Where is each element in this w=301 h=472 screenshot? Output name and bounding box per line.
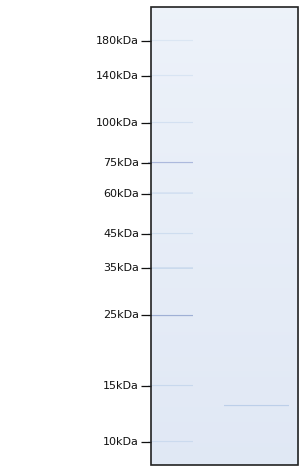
Text: 180kDa: 180kDa: [96, 36, 139, 46]
Text: 100kDa: 100kDa: [96, 118, 139, 128]
Text: 10kDa: 10kDa: [103, 438, 139, 447]
Text: 140kDa: 140kDa: [96, 71, 139, 81]
Text: 75kDa: 75kDa: [103, 158, 139, 168]
Text: 60kDa: 60kDa: [103, 189, 139, 199]
Text: 35kDa: 35kDa: [103, 263, 139, 273]
Text: 15kDa: 15kDa: [103, 381, 139, 391]
Bar: [150, 7, 298, 465]
Text: 25kDa: 25kDa: [103, 310, 139, 320]
Text: 45kDa: 45kDa: [103, 228, 139, 238]
